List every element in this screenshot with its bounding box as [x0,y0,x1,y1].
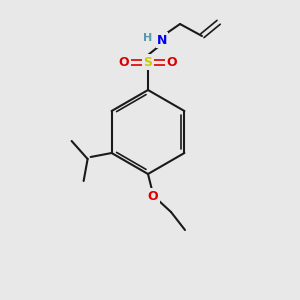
Text: N: N [157,34,167,46]
Text: H: H [143,33,153,43]
Text: S: S [143,56,152,68]
Text: O: O [167,56,177,68]
Text: O: O [119,56,129,68]
Text: O: O [148,190,158,202]
